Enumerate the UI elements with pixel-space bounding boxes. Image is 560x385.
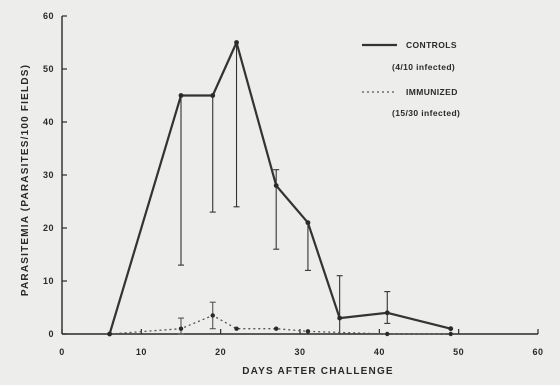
series-immunized — [107, 301, 453, 337]
y-tick-label: 10 — [43, 276, 54, 286]
y-tick-label: 30 — [43, 170, 54, 180]
data-point — [274, 326, 279, 331]
data-point — [234, 326, 239, 331]
data-point — [384, 310, 390, 316]
data-point — [305, 220, 311, 226]
x-tick-label: 0 — [59, 347, 65, 357]
data-point — [273, 183, 279, 189]
legend: CONTROLS (4/10 infected) IMMUNIZED (15/30 i… — [362, 40, 460, 118]
series-line — [109, 314, 451, 335]
data-point — [107, 331, 112, 337]
y-axis-label: PARASITEMIA (PARASITES/100 FIELDS) — [20, 64, 31, 296]
y-tick-label: 0 — [48, 329, 54, 339]
data-point — [234, 40, 239, 45]
data-point — [178, 326, 184, 331]
y-tick-label: 20 — [43, 223, 54, 233]
y-tick-label: 40 — [43, 117, 54, 127]
data-point — [385, 331, 390, 337]
data-point — [305, 329, 311, 334]
legend-note-immunized: (15/30 infected) — [392, 108, 460, 118]
data-point — [337, 315, 343, 321]
x-tick-label: 60 — [532, 347, 543, 357]
data-point — [448, 331, 453, 337]
legend-label-controls: CONTROLS — [406, 40, 457, 50]
legend-note-controls: (4/10 infected) — [392, 62, 455, 72]
legend-label-immunized: IMMUNIZED — [406, 87, 458, 97]
data-point — [448, 326, 454, 332]
x-tick-label: 40 — [374, 347, 385, 357]
x-tick-label: 10 — [136, 347, 147, 357]
x-tick-label: 20 — [215, 347, 226, 357]
axes: 0 10 20 30 40 50 60 0 10 20 30 40 50 60 — [43, 11, 543, 357]
data-point — [210, 93, 216, 98]
x-tick-label: 50 — [453, 347, 464, 357]
series-layer — [107, 40, 454, 337]
x-axis-label: DAYS AFTER CHALLENGE — [242, 366, 394, 377]
y-tick-label: 50 — [43, 64, 54, 74]
data-point — [178, 93, 184, 98]
x-tick-label: 30 — [294, 347, 305, 357]
y-tick-label: 60 — [43, 11, 54, 21]
data-point — [210, 313, 215, 318]
